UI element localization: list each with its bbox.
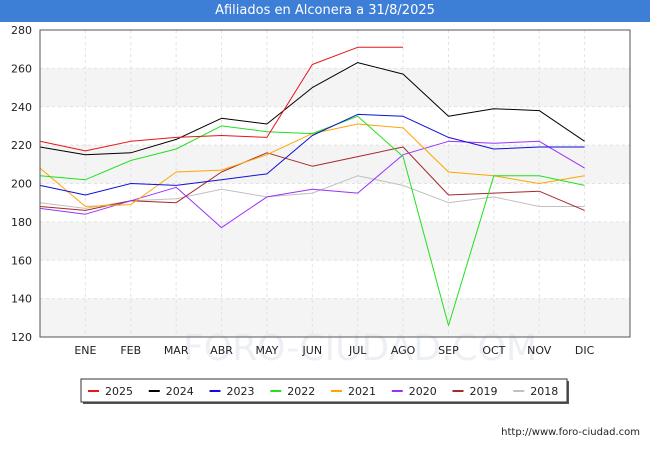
grid-band: [40, 145, 630, 184]
y-tick-label: 160: [11, 254, 32, 267]
chart-title: Afiliados en Alconera a 31/8/2025: [0, 0, 650, 22]
grid-band: [40, 298, 630, 337]
legend-label-2022: 2022: [287, 385, 315, 398]
x-tick-label: NOV: [527, 344, 552, 357]
watermark: FORO-CIUDAD.COM: [183, 328, 537, 369]
series-line-2022: [39, 115, 585, 326]
series-line-2023: [39, 113, 585, 196]
x-tick-label: JUN: [302, 344, 323, 357]
grid-band: [40, 221, 630, 261]
legend-label-2019: 2019: [470, 385, 498, 398]
legend-label-2018: 2018: [530, 385, 558, 398]
legend-label-2024: 2024: [166, 385, 194, 398]
y-tick-label: 280: [11, 24, 32, 37]
grid-band: [40, 68, 630, 107]
x-tick-label: MAY: [255, 344, 278, 357]
y-tick-label: 140: [11, 293, 32, 306]
y-tick-label: 200: [11, 178, 32, 191]
x-tick-label: JUL: [348, 344, 367, 357]
y-tick-label: 240: [11, 101, 32, 114]
x-tick-label: ABR: [210, 344, 233, 357]
x-tick-label: SEP: [438, 344, 459, 357]
legend-label-2020: 2020: [409, 385, 437, 398]
legend-label-2025: 2025: [105, 385, 133, 398]
x-tick-label: DIC: [575, 344, 595, 357]
x-tick-label: MAR: [164, 344, 189, 357]
x-tick-label: ENE: [74, 344, 96, 357]
series-line-2020: [39, 140, 585, 229]
y-tick-label: 260: [11, 62, 32, 75]
footer-url: http://www.foro-ciudad.com: [501, 427, 640, 438]
legend-label-2021: 2021: [348, 385, 376, 398]
x-tick-label: OCT: [482, 344, 505, 357]
y-tick-label: 180: [11, 216, 32, 229]
legend-label-2023: 2023: [227, 385, 255, 398]
y-tick-label: 220: [11, 139, 32, 152]
series-line-2024: [39, 62, 585, 156]
y-tick-label: 120: [11, 331, 32, 344]
legend-box: [80, 378, 568, 403]
series-line-2025: [39, 46, 404, 152]
x-tick-label: FEB: [120, 344, 141, 357]
x-tick-label: AGO: [391, 344, 416, 357]
plot-frame: [39, 29, 631, 338]
